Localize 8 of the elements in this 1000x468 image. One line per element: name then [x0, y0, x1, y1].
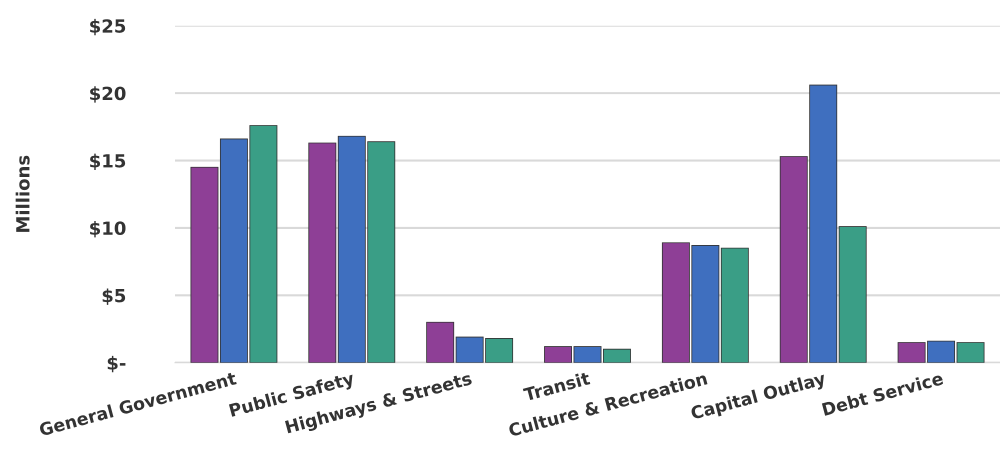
- y-tick-label: $5: [102, 288, 126, 305]
- y-tick-label: $20: [90, 86, 126, 103]
- y-tick-label: $10: [90, 221, 126, 238]
- y-axis-title: Millions: [16, 156, 30, 232]
- y-tick-label: $15: [90, 154, 126, 170]
- y-tick-label: $-: [108, 356, 126, 372]
- y-tick-label: $25: [90, 18, 126, 36]
- x-tick-label: Transit: [522, 371, 591, 402]
